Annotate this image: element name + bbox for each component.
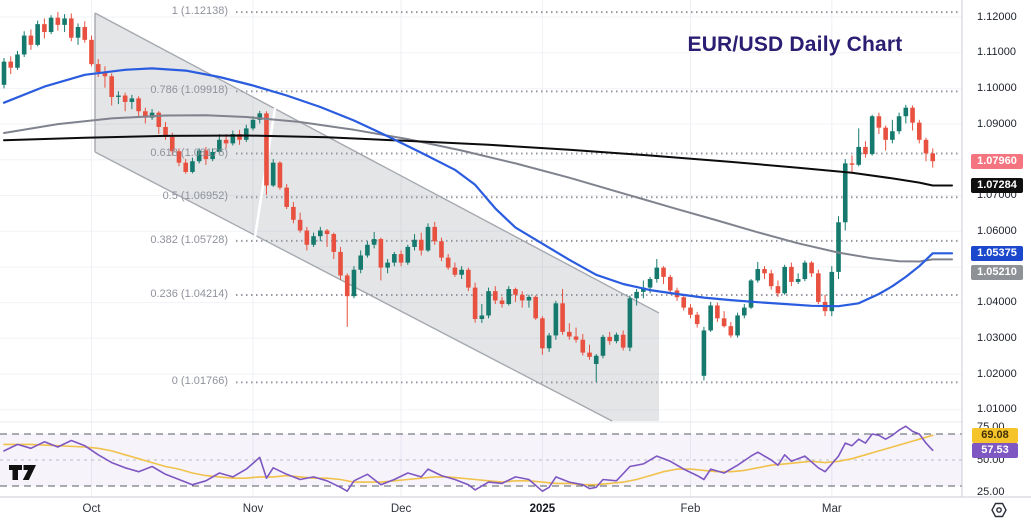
settings-gear-icon[interactable] xyxy=(989,500,1009,522)
time-gridlines xyxy=(90,0,833,497)
rsi-band xyxy=(0,434,962,486)
rsi-line xyxy=(3,425,934,492)
fibonacci-levels[interactable] xyxy=(236,11,960,384)
descending-channel[interactable] xyxy=(94,12,660,422)
chart-title: EUR/USD Daily Chart xyxy=(687,33,903,56)
tradingview-logo[interactable] xyxy=(9,464,37,486)
ma-black-200-line xyxy=(3,134,953,187)
candlestick-series xyxy=(1,12,936,383)
ma-blue-50-line xyxy=(2,67,954,308)
ma-gray-100-line xyxy=(3,114,953,263)
price-gridlines xyxy=(0,16,962,411)
rsi-ma-line xyxy=(3,434,934,486)
